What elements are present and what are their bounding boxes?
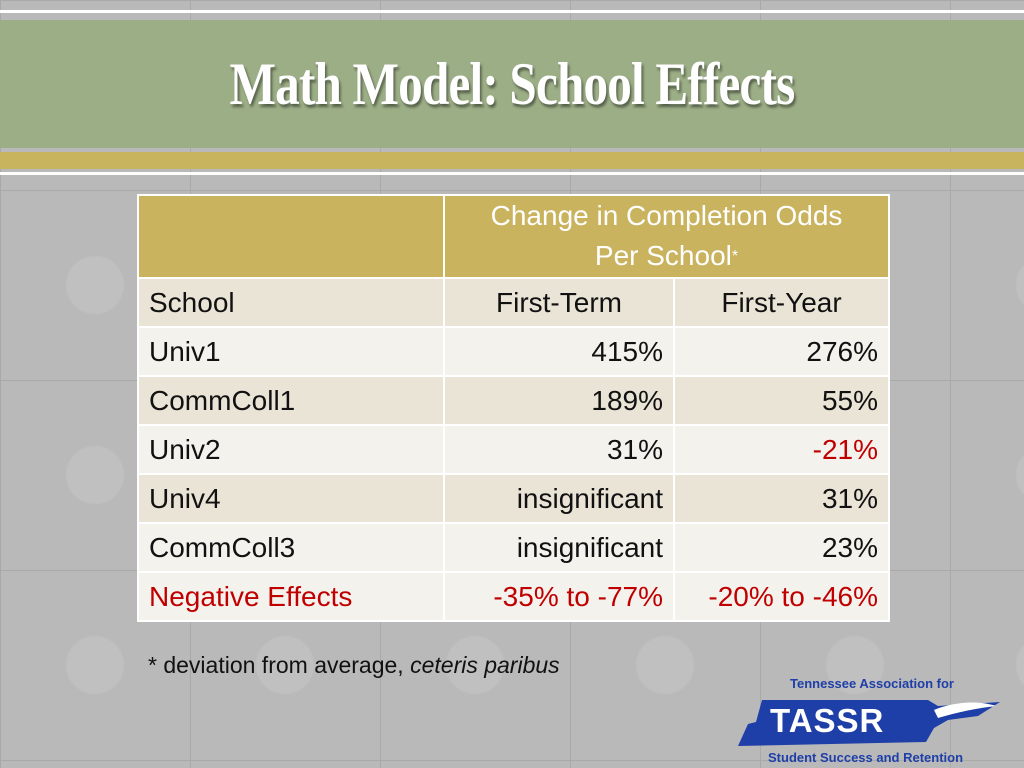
- school-effects-table: Change in Completion Odds Per School* Sc…: [137, 194, 891, 622]
- white-rule: [0, 172, 1024, 175]
- first-term-cell: insignificant: [443, 473, 675, 524]
- school-cell: Univ2: [137, 424, 445, 475]
- school-cell: Univ1: [137, 326, 445, 377]
- negative-effects-row: Negative Effects -35% to -77% -20% to -4…: [137, 571, 891, 622]
- footnote-italic: ceteris paribus: [410, 652, 560, 678]
- school-cell: CommColl1: [137, 375, 445, 426]
- tennessee-state-icon: [738, 700, 1000, 746]
- first-year-cell: 23%: [672, 522, 891, 573]
- column-header-row: School First-Term First-Year: [137, 277, 891, 328]
- footnote: * deviation from average, ceteris paribu…: [148, 652, 560, 679]
- column-header-school: School: [137, 277, 445, 328]
- logo-mark: TASSR: [770, 702, 885, 739]
- table-row: Univ4 insignificant 31%: [137, 473, 891, 524]
- table-row: CommColl3 insignificant 23%: [137, 522, 891, 573]
- school-cell-negative: Negative Effects: [137, 571, 445, 622]
- first-year-cell: 276%: [672, 326, 891, 377]
- first-year-cell: 55%: [672, 375, 891, 426]
- school-cell: CommColl3: [137, 522, 445, 573]
- gold-rule: [0, 152, 1024, 169]
- column-header-first-year: First-Year: [672, 277, 891, 328]
- column-header-first-term: First-Term: [443, 277, 675, 328]
- header-asterisk: *: [731, 248, 739, 265]
- title-bar: [0, 20, 1024, 148]
- slide-title: Math Model: School Effects: [229, 50, 796, 117]
- logo-top-text: Tennessee Association for: [790, 676, 954, 691]
- first-term-cell-negative: -35% to -77%: [443, 571, 675, 622]
- header-title-cell: Change in Completion Odds Per School*: [442, 194, 891, 279]
- header-line-1: Change in Completion Odds: [490, 200, 843, 231]
- first-term-cell: insignificant: [443, 522, 675, 573]
- first-year-cell: 31%: [672, 473, 891, 524]
- logo-bottom-text: Student Success and Retention: [768, 750, 964, 765]
- first-term-cell: 415%: [443, 326, 675, 377]
- first-year-cell-negative: -20% to -46%: [672, 571, 891, 622]
- first-year-cell-negative: -21%: [672, 424, 891, 475]
- header-line-2: Per School: [594, 240, 732, 271]
- footnote-text: * deviation from average,: [148, 652, 411, 678]
- school-cell: Univ4: [137, 473, 445, 524]
- first-term-cell: 31%: [443, 424, 675, 475]
- first-term-cell: 189%: [443, 375, 675, 426]
- table-row: CommColl1 189% 55%: [137, 375, 891, 426]
- table-row: Univ1 415% 276%: [137, 326, 891, 377]
- top-rule: [0, 10, 1024, 13]
- table-header-row: Change in Completion Odds Per School*: [137, 194, 891, 279]
- tassr-logo: Tennessee Association for TASSR Student …: [738, 676, 1008, 766]
- header-empty-cell: [137, 194, 445, 279]
- table-row: Univ2 31% -21%: [137, 424, 891, 475]
